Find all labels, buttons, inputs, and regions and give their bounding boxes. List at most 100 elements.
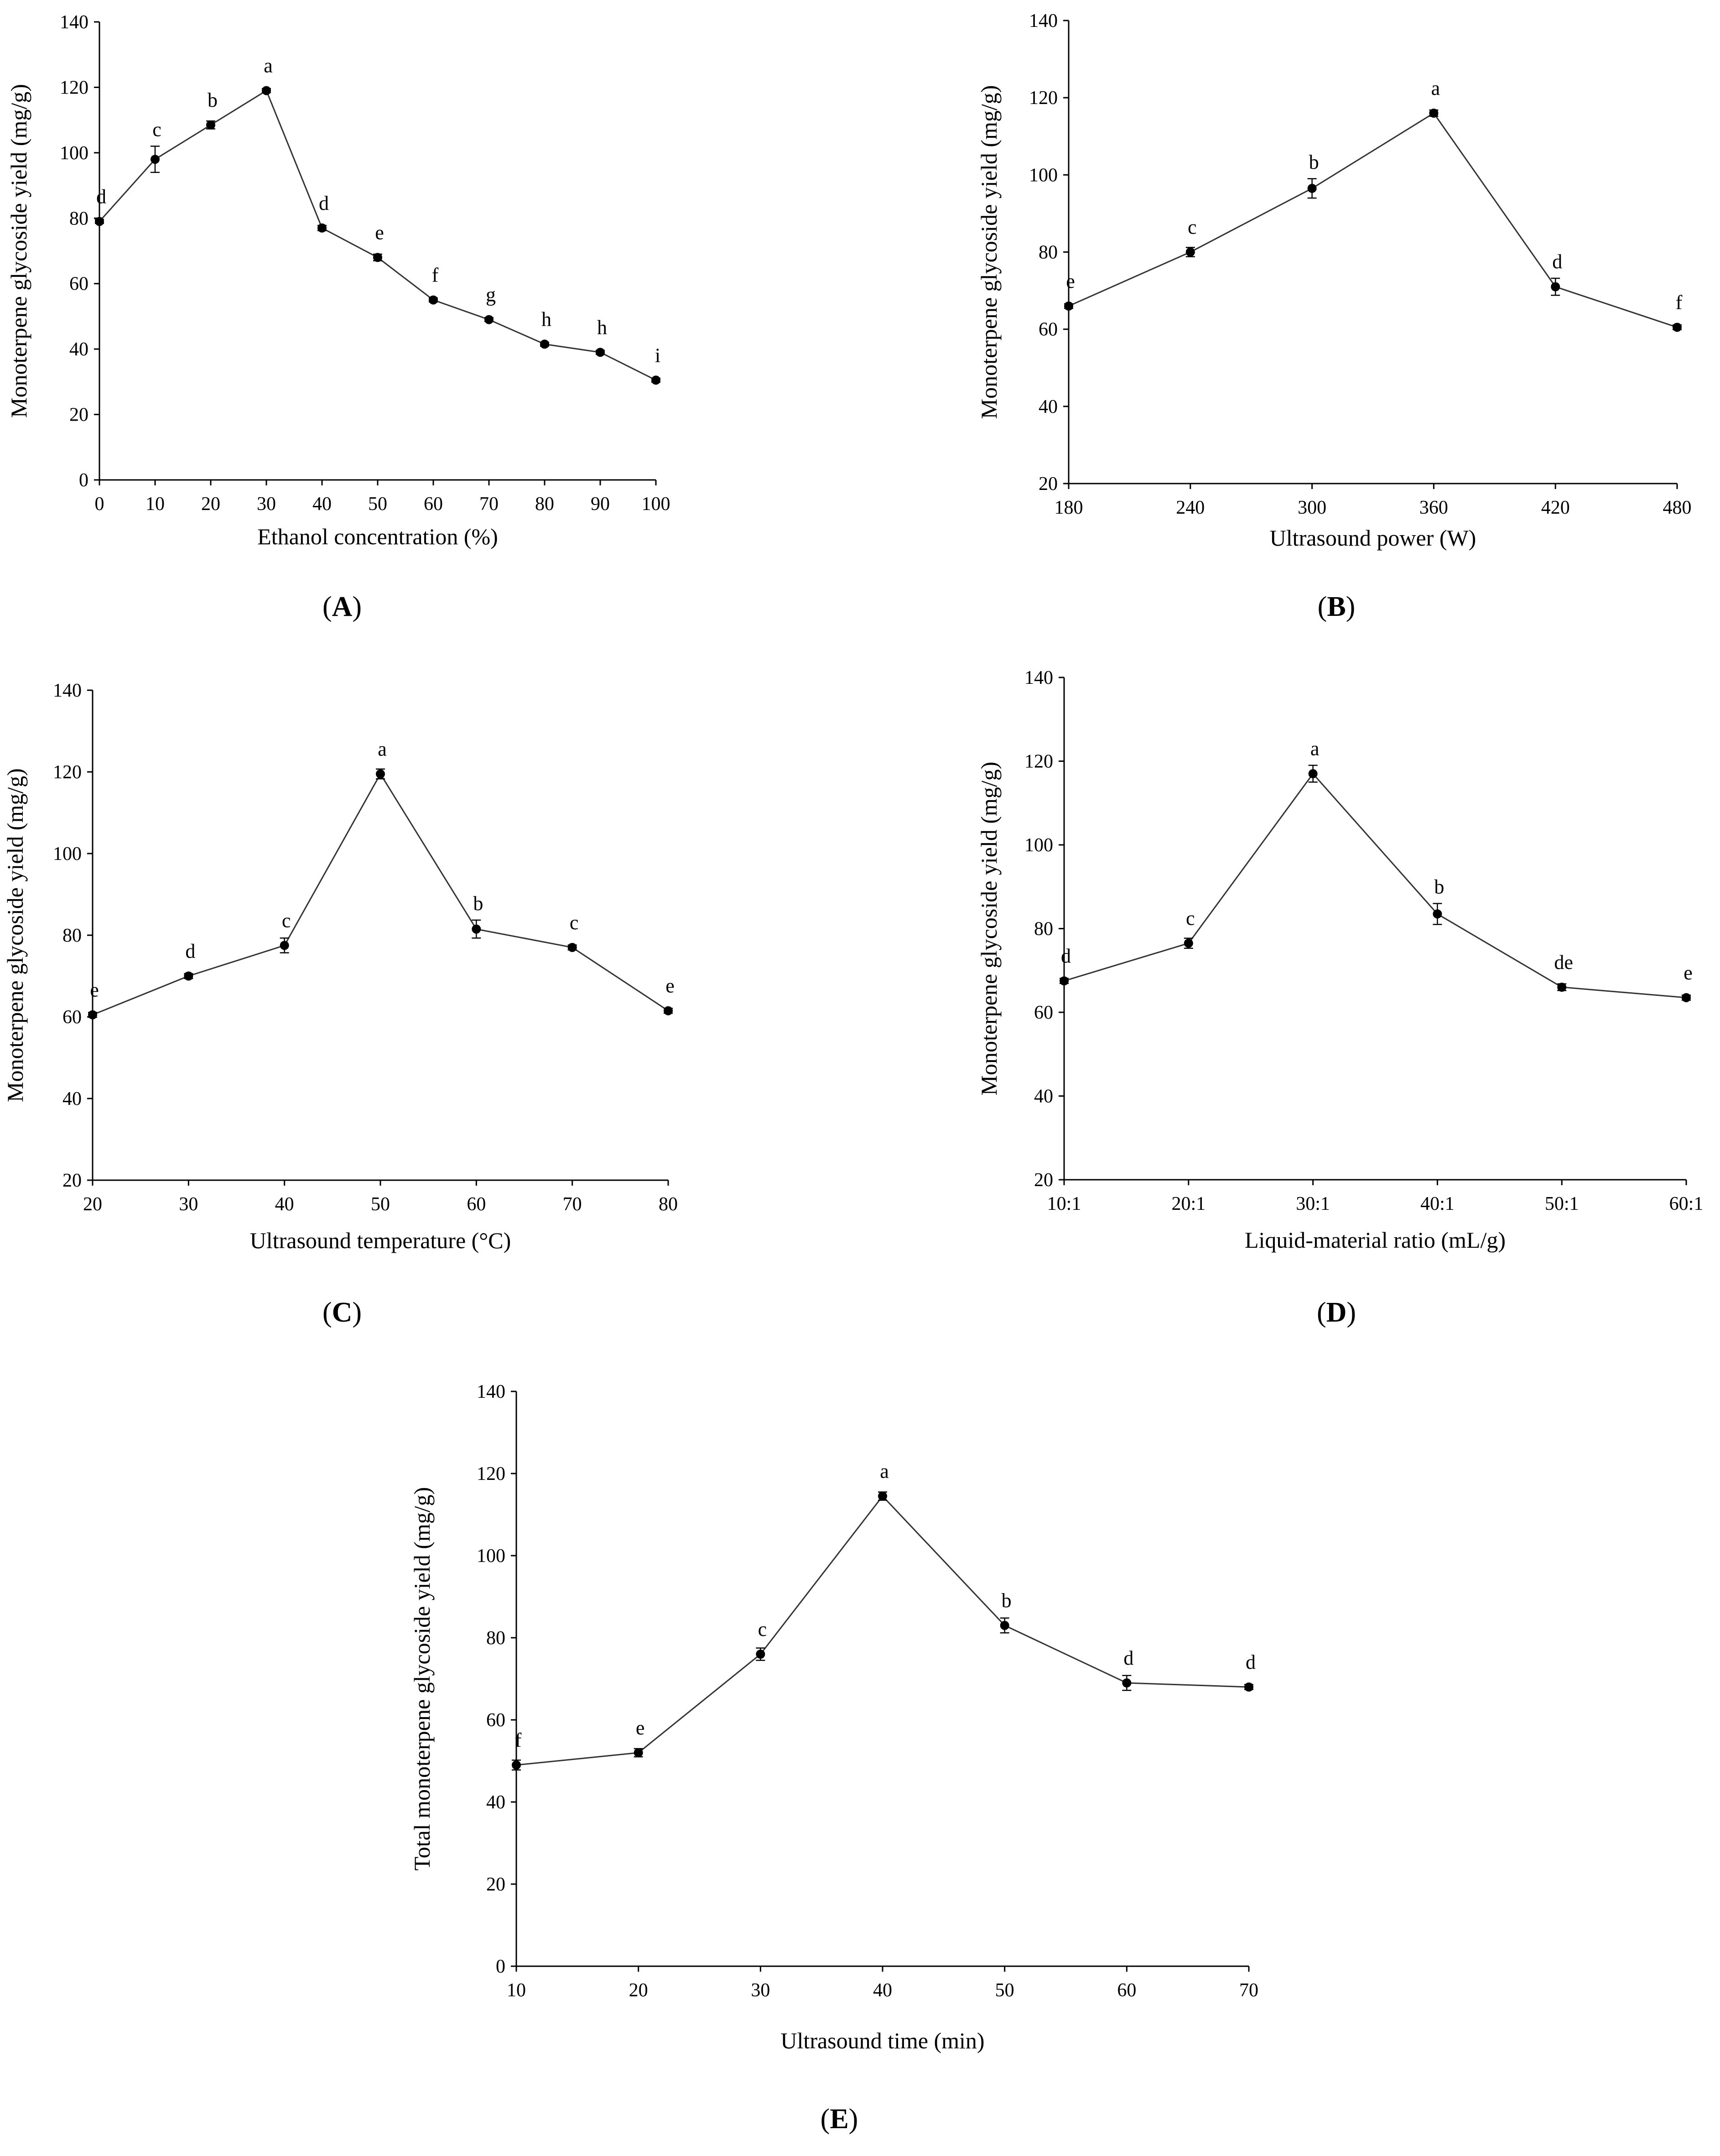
- chart-panel-b: 20 40 60 80 100 120 140 180 240 300 360 420 480 e c b a d…: [976, 10, 1692, 622]
- x-tick-label: 40: [873, 1980, 892, 2001]
- significance-letter: c: [152, 119, 161, 141]
- y-tick-label: 0: [79, 470, 88, 491]
- chart-panel-d: 20 40 60 80 100 120 140 10:1 20:1 30:1 40:1 50:1 60:…: [976, 667, 1703, 1328]
- y-tick-label: 60: [62, 1007, 82, 1028]
- x-tick-label: 60: [467, 1194, 486, 1215]
- x-tick-label: 80: [535, 494, 554, 515]
- data-point: [512, 1760, 521, 1770]
- panel-label-open: (: [322, 591, 332, 622]
- significance-letter: b: [1002, 1589, 1012, 1612]
- data-point: [1433, 909, 1442, 919]
- y-tick-label: 60: [486, 1710, 505, 1731]
- x-axis-label: Ultrasound temperature (°C): [250, 1228, 511, 1253]
- data-point: [376, 769, 385, 779]
- y-tick-label: 80: [62, 925, 82, 946]
- data-point: [484, 315, 494, 324]
- panel-label-close: ): [1346, 591, 1356, 622]
- y-tick-label: 0: [496, 1956, 505, 1977]
- panel-label: (E): [821, 2104, 858, 2135]
- x-tick-label: 180: [1055, 497, 1083, 518]
- panel-label: (B): [1318, 591, 1356, 622]
- chart-panel-a: 0 20 40 60 80 100 120 140 0 10 20 30 40 50 60 70 80 90 100…: [6, 12, 670, 622]
- panel-label-open: (: [821, 2104, 830, 2135]
- data-point: [1000, 1621, 1009, 1630]
- data-point: [1307, 183, 1317, 193]
- y-tick-label: 120: [1029, 88, 1058, 109]
- data-point: [664, 1006, 673, 1016]
- x-tick-label: 20:1: [1171, 1193, 1206, 1214]
- y-tick-label: 60: [1034, 1002, 1053, 1023]
- significance-letter: d: [1552, 250, 1562, 273]
- data-point: [540, 339, 549, 349]
- y-tick-label: 40: [486, 1792, 505, 1813]
- y-axis-label: Monoterpene glycoside yield (mg/g): [976, 762, 1002, 1096]
- x-tick-label: 40:1: [1420, 1193, 1455, 1214]
- x-tick-label: 30: [257, 494, 276, 515]
- y-tick-label: 20: [1034, 1170, 1053, 1191]
- y-tick-label: 20: [62, 1170, 82, 1191]
- y-tick-label: 120: [60, 77, 88, 98]
- x-tick-label: 50: [371, 1194, 390, 1215]
- x-tick-label: 60: [1117, 1980, 1136, 2001]
- x-tick-label: 40: [312, 494, 332, 515]
- x-tick-label: 30: [751, 1980, 770, 2001]
- y-tick-label: 60: [69, 274, 88, 295]
- x-axis-label: Liquid-material ratio (mL/g): [1245, 1227, 1506, 1253]
- x-tick-label: 20: [201, 494, 220, 515]
- significance-letter: c: [570, 911, 579, 934]
- significance-letter: e: [1684, 962, 1693, 984]
- y-tick-label: 140: [1024, 667, 1053, 688]
- data-point: [651, 375, 660, 385]
- panel-label-letter: C: [332, 1297, 353, 1328]
- y-tick-label: 80: [486, 1628, 505, 1649]
- y-axis-label: Total monoterpene glycoside yield (mg/g): [409, 1487, 435, 1871]
- x-tick-label: 420: [1541, 497, 1570, 518]
- data-point: [184, 971, 193, 981]
- x-axis-label: Ultrasound power (W): [1270, 525, 1476, 551]
- significance-letter: e: [636, 1717, 645, 1739]
- significance-letter: f: [432, 264, 439, 286]
- x-tick-label: 70: [479, 494, 499, 515]
- significance-letter: i: [655, 344, 660, 366]
- y-tick-label: 20: [486, 1874, 505, 1895]
- panel-label-close: ): [849, 2104, 858, 2135]
- x-tick-label: 300: [1298, 497, 1326, 518]
- y-tick-label: 100: [1024, 835, 1053, 856]
- y-tick-label: 100: [477, 1546, 505, 1567]
- data-point: [567, 943, 577, 952]
- significance-letter: g: [486, 284, 496, 306]
- panel-label: (C): [322, 1297, 362, 1328]
- panel-label: (D): [1317, 1297, 1356, 1328]
- significance-letter: b: [473, 892, 483, 915]
- y-tick-label: 80: [69, 208, 88, 229]
- data-point: [1557, 982, 1567, 992]
- significance-letter: d: [1246, 1651, 1256, 1673]
- y-tick-label: 100: [1029, 165, 1058, 186]
- significance-letter: e: [665, 975, 675, 997]
- data-point: [280, 941, 289, 950]
- significance-letter: e: [1066, 270, 1075, 292]
- x-tick-label: 360: [1419, 497, 1448, 518]
- data-point: [472, 924, 481, 934]
- significance-letter: e: [375, 221, 384, 244]
- data-point: [206, 120, 215, 130]
- significance-letter: c: [1188, 216, 1197, 239]
- panel-label-close: ): [352, 591, 362, 622]
- significance-letter: d: [1061, 945, 1071, 967]
- y-tick-label: 40: [1039, 396, 1058, 417]
- y-axis-label: Monoterpene glycoside yield (mg/g): [6, 84, 31, 418]
- data-point: [1551, 282, 1560, 292]
- significance-letter: f: [1676, 291, 1683, 313]
- y-tick-label: 80: [1039, 242, 1058, 263]
- y-tick-label: 40: [69, 339, 88, 360]
- y-tick-label: 140: [60, 12, 88, 33]
- significance-letter: d: [185, 940, 195, 963]
- data-point: [1060, 976, 1069, 986]
- data-point: [756, 1650, 765, 1659]
- y-tick-label: 120: [53, 762, 82, 783]
- x-tick-label: 0: [95, 494, 104, 515]
- x-tick-label: 20: [83, 1194, 102, 1215]
- x-tick-label: 50:1: [1545, 1193, 1579, 1214]
- x-tick-label: 70: [563, 1194, 582, 1215]
- data-point: [1429, 109, 1439, 118]
